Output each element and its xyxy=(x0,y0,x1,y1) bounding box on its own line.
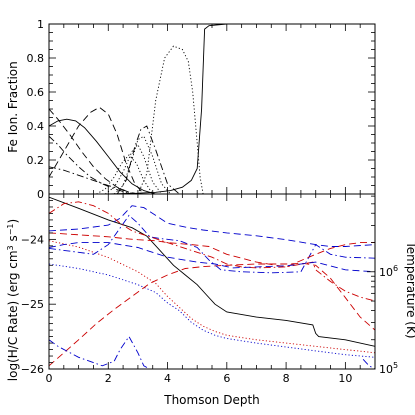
series-line-10 xyxy=(49,24,375,194)
series-group xyxy=(49,24,375,194)
bottom-y-axis-label: log(H/C Rate) (erg cm3 s−1) xyxy=(6,219,20,381)
y-tick-label: −24 xyxy=(21,233,44,246)
series-line-6 xyxy=(49,205,375,247)
x-tick-label: 8 xyxy=(283,372,290,385)
series-group xyxy=(49,196,375,369)
y-tick-label: 0.2 xyxy=(27,154,45,167)
series-line-1 xyxy=(49,106,145,194)
series-line-7 xyxy=(49,214,375,274)
series-line-4 xyxy=(49,335,198,369)
y-tick-label: 0.4 xyxy=(27,120,45,133)
series-line-5 xyxy=(362,358,375,369)
y-tick-label: 0.8 xyxy=(27,52,45,65)
series-line-9 xyxy=(49,232,375,268)
y-tick-label: −25 xyxy=(21,298,44,311)
y-tick-label: −26 xyxy=(21,363,44,376)
right-tick-label: 105 xyxy=(379,361,398,376)
y-tick-label: 0.6 xyxy=(27,86,45,99)
x-tick-label: 2 xyxy=(105,372,112,385)
series-line-8 xyxy=(116,125,180,194)
series-line-2 xyxy=(49,108,138,194)
top-y-axis-label: Fe Ion. Fraction xyxy=(6,61,20,152)
series-line-0 xyxy=(49,196,375,347)
right-tick-label: 106 xyxy=(379,264,398,279)
y-tick-label: 0 xyxy=(37,188,44,201)
series-line-3 xyxy=(49,135,138,194)
series-line-4 xyxy=(49,166,138,194)
series-line-10 xyxy=(49,242,375,273)
ion-fraction-panel: 0 0.2 0.4 0.6 0.8 1 xyxy=(27,18,376,201)
heating-cooling-panel: 0 2 4 6 8 10 −26 −25 −24 105 106 xyxy=(21,193,398,385)
x-axis-label: Thomson Depth xyxy=(163,393,260,407)
plot-frame xyxy=(48,193,376,370)
x-tick-label: 0 xyxy=(46,372,53,385)
series-line-5 xyxy=(96,154,154,194)
y-tick-label: 1 xyxy=(37,18,44,31)
right-y-axis-label: Temperature (K) xyxy=(404,240,415,338)
series-line-0 xyxy=(49,118,156,194)
x-tick-label: 4 xyxy=(164,372,171,385)
series-line-3 xyxy=(49,262,375,367)
x-tick-label: 6 xyxy=(223,372,230,385)
series-line-2 xyxy=(49,263,375,358)
series-line-9 xyxy=(137,45,204,194)
plot-frame xyxy=(48,23,376,195)
x-tick-label: 10 xyxy=(338,372,352,385)
series-line-6 xyxy=(105,143,162,194)
series-line-8 xyxy=(49,201,375,302)
